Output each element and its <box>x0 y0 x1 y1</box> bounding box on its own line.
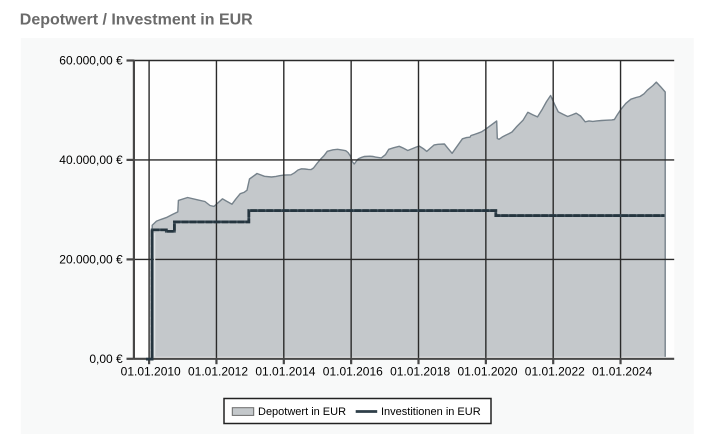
svg-text:01.01.2012: 01.01.2012 <box>188 365 248 379</box>
svg-text:01.01.2022: 01.01.2022 <box>525 365 585 379</box>
svg-text:Investitionen in EUR: Investitionen in EUR <box>381 406 481 418</box>
svg-text:01.01.2018: 01.01.2018 <box>390 365 450 379</box>
svg-text:60.000,00 €: 60.000,00 € <box>59 54 123 68</box>
svg-text:01.01.2014: 01.01.2014 <box>255 365 315 379</box>
svg-text:01.01.2020: 01.01.2020 <box>457 365 517 379</box>
svg-text:01.01.2024: 01.01.2024 <box>592 365 652 379</box>
svg-text:01.01.2016: 01.01.2016 <box>323 365 383 379</box>
svg-text:0,00 €: 0,00 € <box>89 352 123 366</box>
svg-text:20.000,00 €: 20.000,00 € <box>59 253 123 267</box>
svg-text:Depotwert / Investment in EUR: Depotwert / Investment in EUR <box>20 12 253 29</box>
svg-text:Depotwert in EUR: Depotwert in EUR <box>258 406 346 418</box>
svg-text:01.01.2010: 01.01.2010 <box>121 365 181 379</box>
svg-text:40.000,00 €: 40.000,00 € <box>59 153 123 167</box>
